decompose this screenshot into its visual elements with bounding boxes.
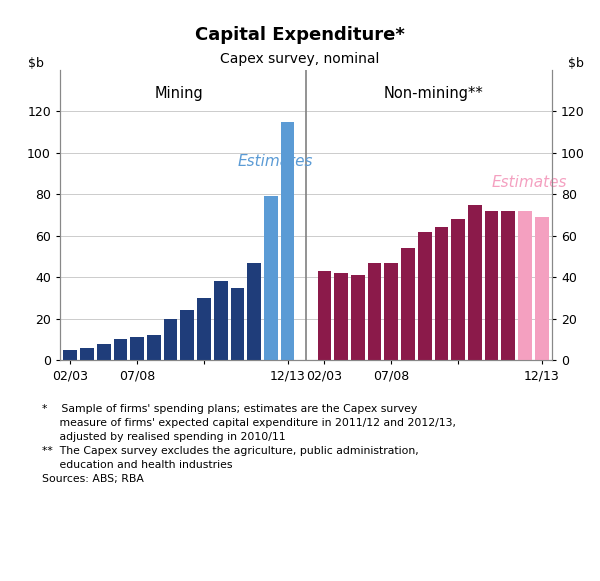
- Bar: [147, 335, 161, 360]
- Bar: [385, 263, 398, 360]
- Text: Estimates: Estimates: [238, 155, 313, 169]
- Bar: [264, 196, 278, 360]
- Bar: [535, 217, 548, 360]
- Bar: [334, 273, 348, 360]
- Text: Capex survey, nominal: Capex survey, nominal: [220, 52, 380, 66]
- Bar: [351, 275, 365, 360]
- Bar: [130, 338, 144, 360]
- Bar: [468, 205, 482, 360]
- Text: $b: $b: [568, 57, 584, 70]
- Bar: [230, 288, 244, 360]
- Text: Capital Expenditure*: Capital Expenditure*: [195, 26, 405, 44]
- Bar: [502, 211, 515, 360]
- Bar: [197, 298, 211, 360]
- Bar: [368, 263, 382, 360]
- Bar: [247, 263, 261, 360]
- Bar: [97, 343, 110, 360]
- Text: Estimates: Estimates: [491, 175, 567, 190]
- Bar: [434, 227, 448, 360]
- Bar: [418, 232, 431, 360]
- Text: $b: $b: [28, 57, 44, 70]
- Bar: [113, 339, 127, 360]
- Bar: [485, 211, 499, 360]
- Text: Mining: Mining: [155, 87, 203, 101]
- Bar: [64, 350, 77, 360]
- Bar: [518, 211, 532, 360]
- Bar: [281, 121, 295, 360]
- Bar: [317, 271, 331, 360]
- Bar: [401, 248, 415, 360]
- Text: Non-mining**: Non-mining**: [383, 87, 483, 101]
- Bar: [214, 281, 227, 360]
- Bar: [164, 319, 178, 360]
- Text: *    Sample of firms' spending plans; estimates are the Capex survey
     measur: * Sample of firms' spending plans; estim…: [42, 404, 456, 484]
- Bar: [181, 310, 194, 360]
- Bar: [451, 219, 465, 360]
- Bar: [80, 348, 94, 360]
